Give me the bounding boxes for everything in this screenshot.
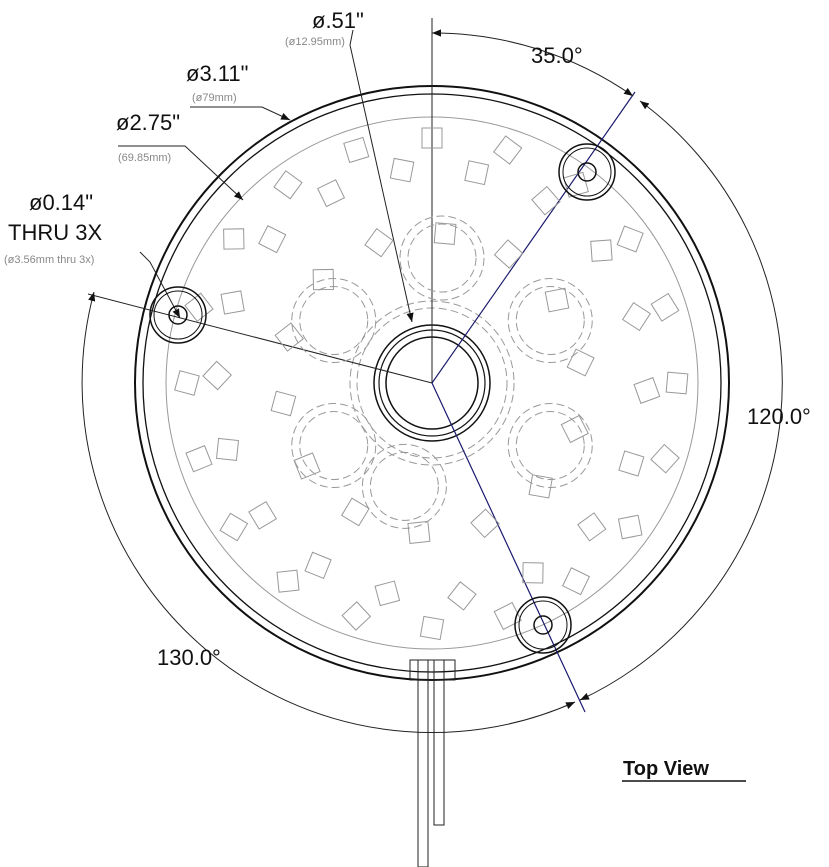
angle-label: 35.0°	[531, 43, 583, 68]
dimension-label: ø0.14"	[29, 190, 93, 215]
led-pad	[617, 226, 643, 252]
angle-label: 130.0°	[157, 645, 221, 670]
led-pad	[203, 361, 231, 389]
hole-boss	[563, 148, 611, 196]
dimension-metric: (ø12.95mm)	[285, 36, 345, 48]
led-pad	[523, 563, 543, 583]
drawing: ø.51" (ø12.95mm) ø3.11" (ø79mm) ø2.75" (…	[0, 0, 829, 867]
hidden-optic	[300, 287, 368, 355]
led-pad	[217, 438, 239, 460]
led-pad	[563, 568, 590, 595]
led-pad	[305, 552, 331, 578]
led-pad	[471, 509, 499, 537]
hidden-optic	[516, 287, 584, 355]
led-pad	[578, 513, 606, 541]
leader	[350, 30, 412, 322]
led-pad	[249, 502, 276, 529]
led-pad	[186, 446, 212, 472]
led-pad	[318, 180, 345, 207]
hidden-optic	[292, 404, 376, 488]
dimension-label: ø.51"	[312, 8, 364, 33]
led-pad	[220, 513, 247, 540]
led-pad	[651, 445, 679, 473]
dimension-metric: (69.85mm)	[118, 152, 171, 164]
dimension-metric: (ø79mm)	[192, 92, 237, 104]
led-pad	[567, 349, 594, 376]
led-pad	[465, 161, 489, 185]
hole-axis	[88, 294, 432, 383]
led-pad	[494, 136, 522, 164]
hidden-optic	[300, 412, 368, 480]
hidden-optic	[292, 279, 376, 363]
angle-label: 120.0°	[747, 404, 811, 429]
hidden-optic	[408, 224, 476, 292]
led-pad	[591, 240, 612, 261]
led-pad	[277, 570, 299, 592]
led-pad	[545, 288, 568, 311]
leader	[190, 107, 290, 120]
dimension-note: THRU 3X	[8, 220, 102, 245]
led-pad	[274, 171, 302, 199]
view-title: Top View	[623, 758, 709, 780]
led-pad	[623, 303, 651, 331]
led-pad	[375, 581, 399, 605]
cable-gland	[410, 660, 455, 680]
led-pad	[619, 451, 644, 476]
hidden-optic	[400, 216, 484, 300]
hole-axis	[432, 92, 635, 383]
led-pad	[221, 291, 244, 314]
dimension-label: ø3.11"	[186, 61, 248, 86]
dimension-metric: (ø3.56mm thru 3x)	[4, 254, 94, 266]
led-pad	[618, 515, 641, 538]
led-pad	[634, 378, 660, 404]
led-pad	[666, 372, 688, 394]
cable	[418, 660, 428, 867]
led-pad	[271, 391, 295, 415]
led-pad	[448, 582, 476, 610]
led-pad	[532, 187, 560, 215]
led-pad	[224, 229, 244, 249]
led-pad	[365, 229, 393, 257]
led-pad	[651, 294, 679, 322]
hidden-optic	[370, 452, 438, 520]
drawing-geometry	[82, 18, 782, 867]
hidden-optic	[362, 444, 446, 528]
led-pad	[259, 226, 286, 253]
led-pad	[408, 521, 430, 543]
hidden-optic	[508, 404, 592, 488]
led-pad	[561, 416, 588, 443]
led-pad	[390, 158, 413, 181]
led-pad	[275, 323, 303, 351]
led-pad	[344, 138, 369, 163]
led-pad	[494, 240, 522, 268]
cable	[434, 660, 444, 825]
led-pad	[342, 602, 370, 630]
led-pad	[342, 498, 369, 525]
led-pad	[175, 371, 199, 395]
dimension-label: ø2.75"	[116, 110, 180, 135]
hidden-optic	[516, 412, 584, 480]
led-pad	[420, 616, 443, 639]
